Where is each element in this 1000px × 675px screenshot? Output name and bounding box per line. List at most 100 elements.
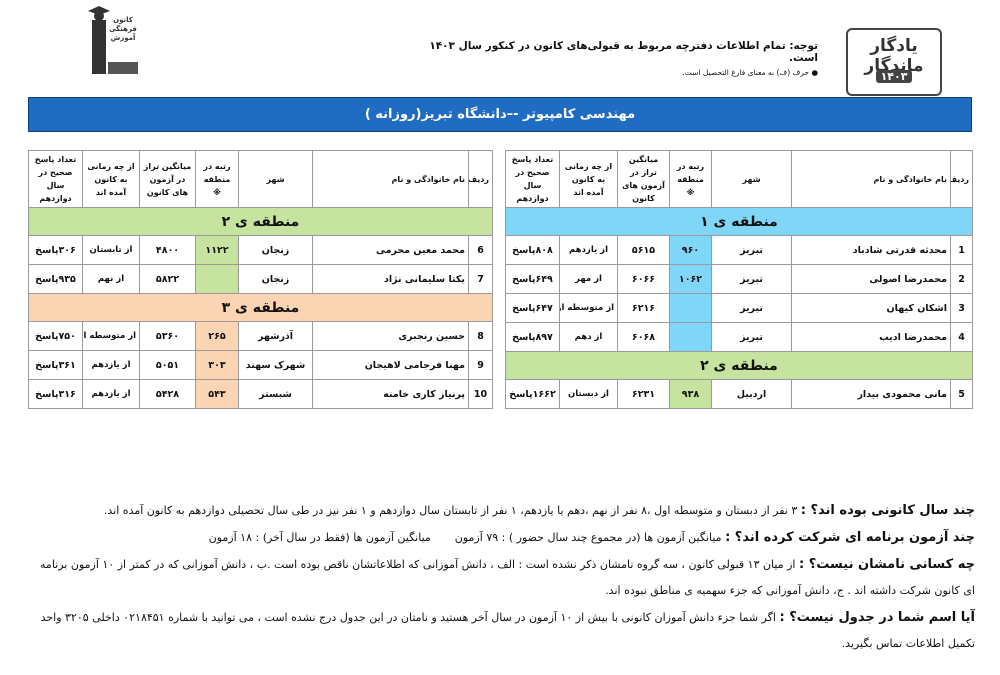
cell-city: شبستر	[238, 379, 313, 409]
note-answer-2: میانگین آزمون ها (فقط در سال آخر) : ۱۸ آ…	[208, 531, 431, 544]
cell-answers: ۶۴۷پاسخ	[505, 293, 560, 323]
cell-rank: ۵۴۳	[195, 379, 239, 409]
logo-year: ۱۴۰۳	[876, 70, 912, 83]
note: آیا اسم شما در جدول نیست؟ : اگر شما جزء …	[30, 605, 975, 657]
column-header: شهر	[711, 150, 792, 208]
cell-no: 9	[468, 350, 493, 380]
cell-city: آذرشهر	[238, 321, 313, 351]
column-header: نام خانوادگی و نام	[312, 150, 469, 208]
data-row: 4 محمدرضا ادیب تبریز ۶۰۶۸ از دهم ۸۹۷پاسخ	[505, 322, 973, 352]
cell-name: محمدرضا ادیب	[791, 322, 951, 352]
note: چند آزمون برنامه ای شرکت کرده اند؟ : میا…	[30, 525, 975, 551]
cell-rank	[669, 322, 712, 352]
data-row: 9 مهنا فرجامی لاهیجان شهرک سهند ۳۰۳ ۵۰۵۱ از ی…	[28, 350, 493, 380]
data-row: 6 محمد معین محرمی زنجان ۱۱۲۲ ۴۸۰۰ از تابستان ۳…	[28, 235, 493, 265]
cell-city: زنجان	[238, 235, 313, 265]
cell-rank: ۱۱۲۲	[195, 235, 239, 265]
note-answer: میانگین آزمون ها (در مجموع چند سال حضور …	[454, 531, 722, 544]
cell-city: تبریز	[711, 293, 792, 323]
cell-no: 5	[950, 379, 973, 409]
region-label: منطقه ی ۲	[28, 207, 493, 236]
cell-city: اردبیل	[711, 379, 792, 409]
cell-avg: ۶۰۶۸	[617, 322, 670, 352]
cell-answers: ۳۱۶پاسخ	[28, 379, 83, 409]
column-header: نام خانوادگی و نام	[791, 150, 951, 208]
region-row: منطقه ی ۱	[505, 207, 973, 236]
cell-avg: ۵۴۲۸	[139, 379, 196, 409]
column-header: تعداد پاسخ صحیح در سال دوازدهم	[28, 150, 83, 208]
cell-rank	[669, 293, 712, 323]
data-row: 2 محمدرضا اصولی تبریز ۱۰۶۲ ۶۰۶۶ از مهر ۶۴۹پاسخ	[505, 264, 973, 294]
data-row: 10 پرنیاز کاری خامنه شبستر ۵۴۳ ۵۴۲۸ از یازدهم…	[28, 379, 493, 409]
column-header: از چه زمانی به کانون آمده اند	[82, 150, 140, 208]
cell-rank: ۳۰۳	[195, 350, 239, 380]
cell-avg: ۵۶۱۵	[617, 235, 670, 265]
cell-name: پرنیاز کاری خامنه	[312, 379, 469, 409]
cell-since: از یازدهم	[82, 350, 140, 380]
cell-since: از متوسطه اول	[82, 321, 140, 351]
region-label: منطقه ی ۳	[28, 293, 493, 322]
cell-name: محدثه قدرتی شادباد	[791, 235, 951, 265]
column-header: ردیف	[950, 150, 973, 208]
cell-city: تبریز	[711, 235, 792, 265]
note-answer: ۳ نفر از دبستان و متوسطه اول ،۸ نفر از ن…	[103, 504, 798, 517]
cell-name: مهنا فرجامی لاهیجان	[312, 350, 469, 380]
cell-no: 2	[950, 264, 973, 294]
cell-rank: ۱۰۶۲	[669, 264, 712, 294]
cell-avg: ۴۸۰۰	[139, 235, 196, 265]
cell-name: محمد معین محرمی	[312, 235, 469, 265]
data-row: 7 یکتا سلیمانی نژاد زنجان ۵۸۲۲ از نهم ۹۳۵پاسخ	[28, 264, 493, 294]
note-question: آیا اسم شما در جدول نیست؟ :	[779, 610, 975, 625]
region-label: منطقه ی ۲	[505, 351, 973, 380]
cell-city: شهرک سهند	[238, 350, 313, 380]
column-header: تعداد پاسخ صحیح در سال دوازدهم	[505, 150, 560, 208]
cell-no: 10	[468, 379, 493, 409]
cell-avg: ۶۲۱۶	[617, 293, 670, 323]
column-header: میانگین تراز در آزمون های کانون	[617, 150, 670, 208]
cell-avg: ۶۲۳۱	[617, 379, 670, 409]
cell-no: 6	[468, 235, 493, 265]
cell-since: از یازدهم	[559, 235, 618, 265]
cell-avg: ۵۳۶۰	[139, 321, 196, 351]
cell-rank: ۹۳۸	[669, 379, 712, 409]
cell-no: 1	[950, 235, 973, 265]
cell-since: از مهر	[559, 264, 618, 294]
region-label: منطقه ی ۱	[505, 207, 973, 236]
note-answer: اگر شما جزء دانش آموزان کانونی با بیش از…	[40, 611, 975, 650]
column-header: میانگین تراز در آزمون های کانون	[139, 150, 196, 208]
column-header: شهر	[238, 150, 313, 208]
cell-no: 7	[468, 264, 493, 294]
cell-avg: ۵۸۲۲	[139, 264, 196, 294]
notice-main: توجه: تمام اطلاعات دفترچه مربوط به قبولی…	[429, 40, 818, 64]
cell-since: از دبستان	[559, 379, 618, 409]
cell-answers: ۶۴۹پاسخ	[505, 264, 560, 294]
cell-city: تبریز	[711, 264, 792, 294]
region-row: منطقه ی ۲	[505, 351, 973, 380]
cell-rank	[195, 264, 239, 294]
cell-answers: ۱۶۶۲پاسخ	[505, 379, 560, 409]
column-header: از چه زمانی به کانون آمده اند	[559, 150, 618, 208]
title-bar: مهندسی کامپیوتر -–دانشگاه تبریز(روزانه )	[28, 97, 972, 132]
cell-name: یکتا سلیمانی نژاد	[312, 264, 469, 294]
cell-answers: ۷۵۰پاسخ	[28, 321, 83, 351]
data-row: 5 مانی محمودی بیدار اردبیل ۹۳۸ ۶۲۳۱ از دبستان…	[505, 379, 973, 409]
logo-right: یادگار ماندگار ۱۴۰۳	[846, 28, 942, 96]
cell-name: حسین رنجبری	[312, 321, 469, 351]
column-header: رتبه در منطقه ※	[195, 150, 239, 208]
column-header: رتبه در منطقه ※	[669, 150, 712, 208]
cell-answers: ۸۹۷پاسخ	[505, 322, 560, 352]
data-row: 1 محدثه قدرتی شادباد تبریز ۹۶۰ ۵۶۱۵ از یازدهم…	[505, 235, 973, 265]
note-answer: از میان ۱۳ قبولی کانون ، سه گروه نامشان …	[40, 558, 975, 597]
cell-city: زنجان	[238, 264, 313, 294]
logo-left: کانون فرهنگی آموزش	[86, 4, 140, 76]
note-question: چه کسانی نامشان نیست؟ :	[799, 557, 975, 572]
cell-avg: ۵۰۵۱	[139, 350, 196, 380]
cell-since: از تابستان	[82, 235, 140, 265]
